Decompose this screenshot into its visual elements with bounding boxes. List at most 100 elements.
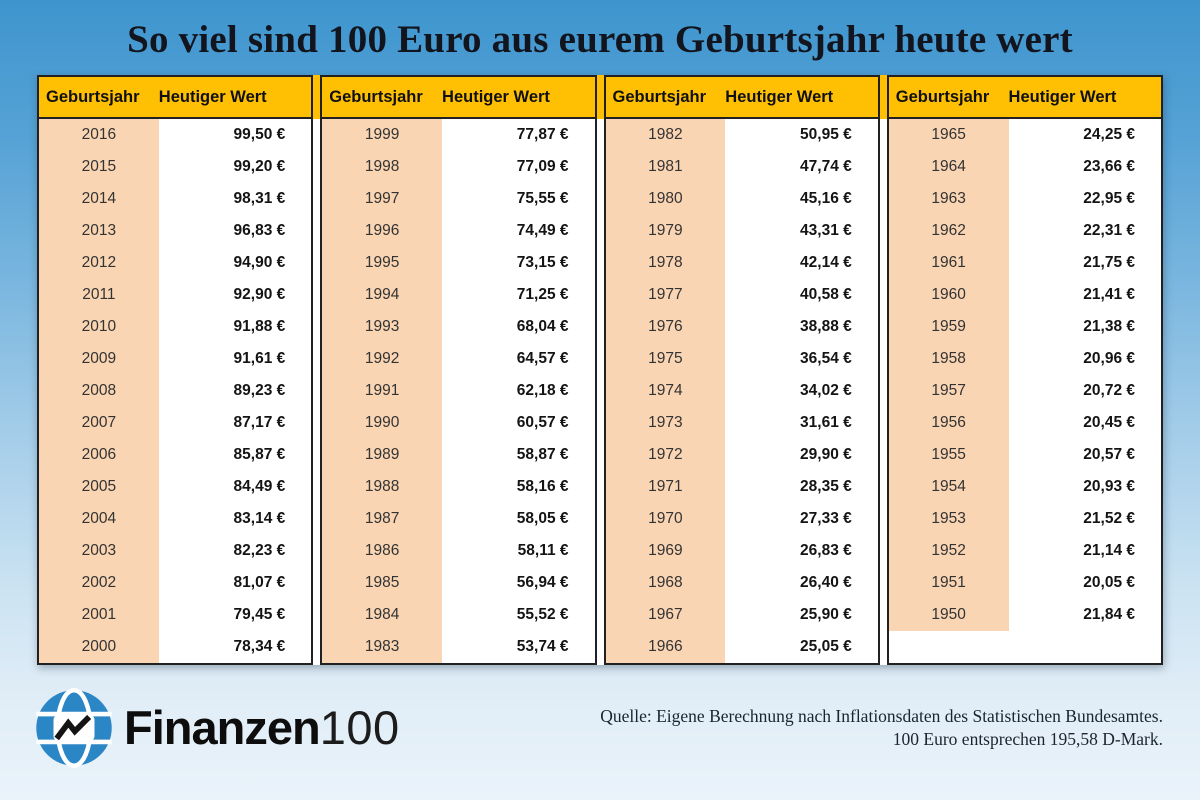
table-row: 1957 20,72 € [888,375,1161,407]
value-cell: 28,35 € [800,478,852,495]
table-row: 1983 53,74 € [322,631,594,663]
value-cell: 27,33 € [800,510,852,527]
value-cell: 96,83 € [233,222,286,239]
value-cell: 77,87 € [516,126,569,143]
year-cell: 1987 [322,503,443,535]
value-table: Geburtsjahr Heutiger Wert 2016 99,50 € 2015 9… [37,75,1163,665]
value-cell: 92,90 € [233,286,286,303]
table-row: 1977 40,58 € [605,279,878,311]
value-cell: 26,83 € [800,542,852,559]
value-cell: 91,61 € [233,350,286,367]
year-cell: 1962 [888,215,1009,247]
value-cell: 68,04 € [516,318,569,335]
value-cell: 58,11 € [517,542,569,559]
table-row: 2003 82,23 € [39,535,311,567]
table-row: 2006 85,87 € [39,439,311,471]
year-cell: 1996 [322,215,443,247]
year-cell: 2012 [39,247,159,279]
value-cell: 22,95 € [1083,190,1135,207]
value-cell: 47,74 € [800,158,852,175]
year-cell: 1983 [322,631,443,663]
value-cell: 99,50 € [233,126,286,143]
value-cell: 84,49 € [233,478,286,495]
value-cell: 20,72 € [1083,382,1135,399]
year-cell: 2009 [39,343,159,375]
table-row: 1995 73,15 € [322,247,594,279]
table-row: 1999 77,87 € [322,119,594,151]
value-cell: 20,05 € [1083,574,1135,591]
table-row: 1965 24,25 € [888,119,1161,151]
table-row: 1982 50,95 € [605,119,878,151]
table-row: 2016 99,50 € [39,119,311,151]
value-cell: 58,05 € [516,510,569,527]
year-cell: 1954 [888,471,1009,503]
value-cell: 74,49 € [516,222,569,239]
value-column-header: Heutiger Wert [725,87,834,106]
year-cell: 1964 [888,151,1009,183]
table-row: 1969 26,83 € [605,535,878,567]
table-row: 1971 28,35 € [605,471,878,503]
table-row: 1958 20,96 € [888,343,1161,375]
value-cell: 45,16 € [800,190,852,207]
year-cell: 1992 [322,343,443,375]
year-cell: 1957 [888,375,1009,407]
value-cell: 36,54 € [800,350,852,367]
table-row: 2010 91,88 € [39,311,311,343]
table-row: 1989 58,87 € [322,439,594,471]
table-header-row: Geburtsjahr Heutiger Wert [888,77,1161,119]
table-row: 2011 92,90 € [39,279,311,311]
year-cell: 2005 [39,471,159,503]
table-row: 1988 58,16 € [322,471,594,503]
value-cell: 42,14 € [800,254,852,271]
table-block: Geburtsjahr Heutiger Wert 1999 77,87 € 1998 7… [320,75,597,665]
table-row: 1979 43,31 € [605,215,878,247]
year-cell: 1974 [605,375,726,407]
table-row: 2001 79,45 € [39,599,311,631]
value-cell: 29,90 € [800,446,852,463]
table-row: 1975 36,54 € [605,343,878,375]
value-cell: 64,57 € [516,350,569,367]
year-cell: 2015 [39,151,159,183]
year-cell: 1991 [322,375,443,407]
source-line-1: Quelle: Eigene Berechnung nach Inflation… [600,705,1163,726]
source-line-2: 100 Euro entsprechen 195,58 D-Mark. [892,728,1163,749]
year-cell: 1982 [605,119,726,151]
year-cell: 1968 [605,567,726,599]
year-cell: 2007 [39,407,159,439]
year-cell: 1971 [605,471,726,503]
year-cell: 1966 [605,631,726,663]
footer: Finanzen100 Quelle: Eigene Berechnung na… [0,665,1200,800]
year-cell: 1975 [605,343,726,375]
value-cell: 20,93 € [1083,478,1135,495]
value-cell: 81,07 € [233,574,286,591]
table-row: 1950 21,84 € [888,599,1161,631]
table-row: 1961 21,75 € [888,247,1161,279]
table-row: 1978 42,14 € [605,247,878,279]
table-row: 1959 21,38 € [888,311,1161,343]
table-row: 1952 21,14 € [888,535,1161,567]
year-cell: 1952 [888,535,1009,567]
table-row: 1984 55,52 € [322,599,594,631]
year-cell: 1993 [322,311,443,343]
table-row: 2012 94,90 € [39,247,311,279]
table-row [888,631,1161,663]
year-cell: 2008 [39,375,159,407]
table-row: 1955 20,57 € [888,439,1161,471]
table-row: 1994 71,25 € [322,279,594,311]
value-cell: 85,87 € [233,446,286,463]
table-row: 1980 45,16 € [605,183,878,215]
year-cell: 1967 [605,599,726,631]
table-header-row: Geburtsjahr Heutiger Wert [605,77,878,119]
value-cell: 82,23 € [233,542,286,559]
year-cell: 1995 [322,247,443,279]
value-column-header: Heutiger Wert [442,87,550,106]
value-cell: 71,25 € [516,286,569,303]
table-block: Geburtsjahr Heutiger Wert 1965 24,25 € 1964 2… [886,75,1163,665]
year-cell [888,631,1009,663]
table-header-row: Geburtsjahr Heutiger Wert [322,77,595,119]
table-row: 2015 99,20 € [39,151,311,183]
table-row: 1964 23,66 € [888,151,1161,183]
value-column-header: Heutiger Wert [158,87,267,106]
value-cell: 31,61 € [800,414,852,431]
value-cell: 94,90 € [233,254,286,271]
